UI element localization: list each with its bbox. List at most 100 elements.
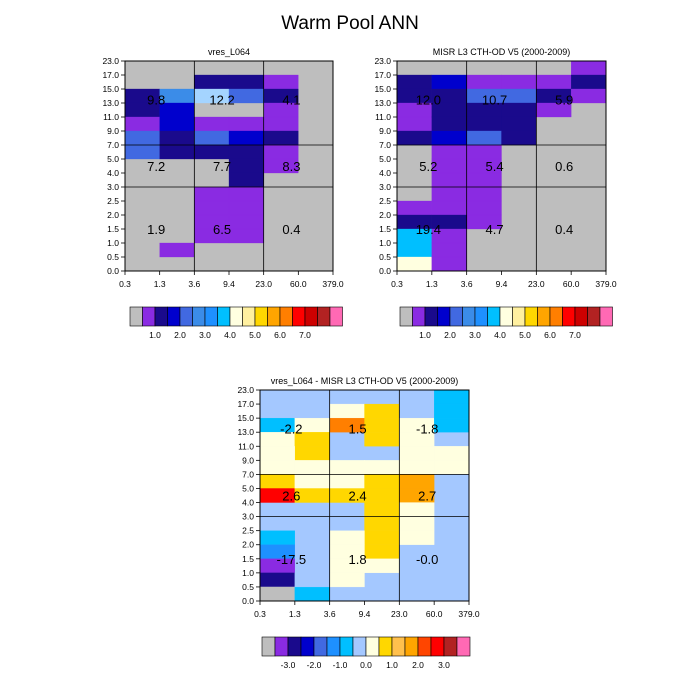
region-value-label: -0.0 [416, 552, 438, 567]
colorbar-label: 4.0 [494, 330, 506, 340]
heatmap-cell [194, 200, 230, 216]
y-tick-label: 9.0 [242, 455, 254, 465]
y-tick-label: 23.0 [102, 56, 119, 66]
heatmap-cell [466, 130, 502, 146]
heatmap-cell [329, 460, 365, 475]
y-tick-label: 5.0 [242, 483, 254, 493]
y-tick-label: 2.0 [107, 210, 119, 220]
y-tick-label: 17.0 [237, 399, 254, 409]
y-tick-label: 15.0 [374, 84, 391, 94]
colorbar-label: 1.0 [419, 330, 431, 340]
y-tick-label: 13.0 [374, 98, 391, 108]
heatmap-cell [263, 116, 299, 132]
heatmap-cell [431, 242, 467, 258]
panel-model: 0.0 0.5 1.0 1.5 2.0 2.5 3.0 4.0 5.0 7.0 9.0 11.0 13.… [102, 47, 343, 340]
colorbar-swatch [404, 636, 419, 657]
heatmap-cell [259, 403, 295, 419]
x-tick-label: 1.3 [426, 279, 438, 289]
region-value-label: 19.4 [416, 222, 441, 237]
y-tick-label: 0.5 [107, 252, 119, 262]
colorbar-label: 5.0 [519, 330, 531, 340]
heatmap-cell [501, 116, 537, 132]
panel-title: vres_L064 [208, 47, 250, 57]
colorbar-label: 2.0 [412, 660, 424, 670]
y-tick-label: 7.0 [107, 140, 119, 150]
region-value-label: 7.7 [213, 159, 231, 174]
colorbar-swatch [304, 306, 318, 327]
heatmap-cell [399, 474, 435, 489]
heatmap-cell [466, 144, 502, 160]
colorbar-swatch [399, 306, 413, 327]
heatmap-cell [364, 516, 400, 531]
heatmap-cell [194, 116, 230, 132]
x-tick-label: 23.0 [255, 279, 272, 289]
region-value-label: -17.5 [277, 552, 307, 567]
colorbar-swatch [499, 306, 513, 327]
x-tick-label: 60.0 [290, 279, 307, 289]
heatmap-cell [399, 446, 435, 461]
heatmap-cell [431, 256, 467, 272]
heatmap-cell [396, 116, 432, 132]
heatmap-cell [124, 116, 160, 132]
y-tick-label: 11.0 [375, 112, 391, 122]
heatmap-cell [431, 186, 467, 202]
region-value-label: 1.8 [348, 552, 366, 567]
heatmap-cell [399, 502, 435, 517]
heatmap-cell [364, 417, 400, 433]
x-tick-label: 379.0 [458, 609, 480, 619]
y-tick-label: 2.5 [379, 196, 391, 206]
heatmap-cell [364, 474, 400, 489]
colorbar: 1.0 2.0 3.0 4.0 5.0 6.0 7.0 [399, 306, 613, 340]
colorbar-swatch [313, 636, 328, 657]
region-value-label: 4.1 [282, 93, 300, 108]
colorbar-swatch [430, 636, 445, 657]
y-tick-label: 3.0 [242, 512, 254, 522]
colorbar-label: 3.0 [469, 330, 481, 340]
colorbar-label: 1.0 [149, 330, 161, 340]
heatmap-cell [329, 403, 365, 419]
y-tick-label: 1.0 [107, 238, 119, 248]
heatmap-cell [294, 446, 330, 461]
heatmap-cell [228, 130, 264, 146]
colorbar-swatch [204, 306, 218, 327]
region-value-label: 5.4 [485, 159, 503, 174]
y-tick-label: 17.0 [374, 70, 391, 80]
colorbar-swatch [449, 306, 463, 327]
heatmap-cell [571, 60, 607, 76]
y-tick-label: 0.5 [242, 582, 254, 592]
x-tick-label: 3.6 [324, 609, 336, 619]
heatmap-cell [364, 432, 400, 447]
colorbar-swatch [549, 306, 563, 327]
colorbar-swatch [274, 636, 289, 657]
heatmap-cell [434, 403, 470, 419]
y-tick-label: 1.0 [242, 568, 254, 578]
y-tick-label: 5.0 [379, 154, 391, 164]
colorbar-label: 5.0 [249, 330, 261, 340]
region-value-label: 4.7 [485, 222, 503, 237]
colorbar-label: 4.0 [224, 330, 236, 340]
colorbar-swatch [352, 636, 367, 657]
colorbar-label: 7.0 [569, 330, 581, 340]
y-tick-label: 4.0 [107, 168, 119, 178]
heatmap-cell [228, 172, 264, 188]
x-tick-label: 9.4 [496, 279, 508, 289]
y-tick-label: 11.0 [238, 441, 254, 451]
colorbar-label: 3.0 [199, 330, 211, 340]
colorbar-swatch [167, 306, 181, 327]
y-tick-label: 13.0 [237, 427, 254, 437]
heatmap-cell [431, 200, 467, 216]
region-value-label: 1.9 [147, 222, 165, 237]
y-tick-label: 0.0 [242, 596, 254, 606]
colorbar-label: 2.0 [174, 330, 186, 340]
heatmap-cell [259, 572, 295, 588]
colorbar-swatch [329, 306, 343, 327]
colorbar-label: 3.0 [438, 660, 450, 670]
heatmap-cell [159, 116, 195, 132]
colorbar-swatch [462, 306, 476, 327]
heatmap-cell [194, 144, 230, 160]
colorbar-swatch [365, 636, 380, 657]
colorbar-swatch [292, 306, 306, 327]
heatmap-cell [194, 186, 230, 202]
colorbar-swatch [129, 306, 143, 327]
heatmap-cell [434, 389, 470, 405]
